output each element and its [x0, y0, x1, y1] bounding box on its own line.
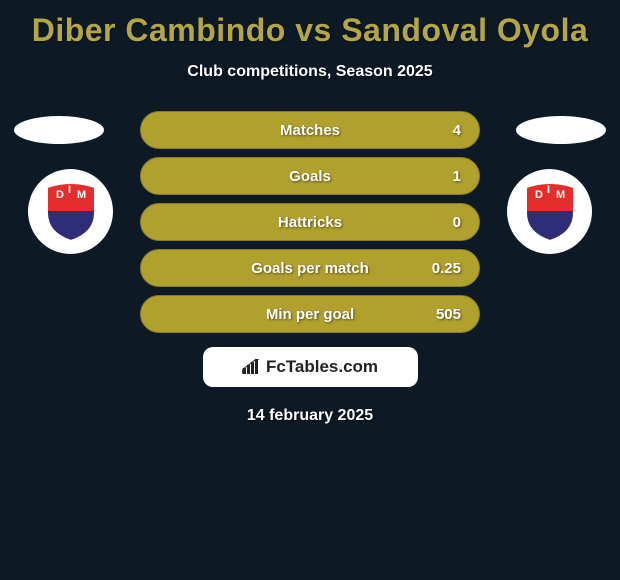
stat-row-matches: Matches 4 — [140, 111, 480, 149]
stat-value: 505 — [436, 306, 461, 323]
svg-text:M: M — [556, 189, 565, 201]
svg-text:D: D — [56, 189, 64, 201]
stat-label: Goals per match — [251, 260, 369, 277]
svg-text:D: D — [535, 189, 543, 201]
player-oval-right — [516, 116, 606, 144]
brand-text: FcTables.com — [266, 357, 378, 377]
team-logo-left: D I M — [28, 169, 113, 254]
stat-row-min-per-goal: Min per goal 505 — [140, 295, 480, 333]
stat-row-goals: Goals 1 — [140, 157, 480, 195]
comparison-title: Diber Cambindo vs Sandoval Oyola — [0, 0, 620, 49]
shield-icon: D I M — [522, 181, 578, 243]
stat-value: 0.25 — [432, 260, 461, 277]
stat-rows: Matches 4 Goals 1 Hattricks 0 Goals per … — [140, 111, 480, 333]
shield-icon: D I M — [43, 181, 99, 243]
stat-label: Min per goal — [266, 306, 354, 323]
stat-row-hattricks: Hattricks 0 — [140, 203, 480, 241]
stat-label: Matches — [280, 122, 340, 139]
svg-text:I: I — [547, 184, 550, 196]
team-logo-right: D I M — [507, 169, 592, 254]
svg-text:M: M — [77, 189, 86, 201]
stat-value: 4 — [453, 122, 461, 139]
stat-value: 1 — [453, 168, 461, 185]
season-subtitle: Club competitions, Season 2025 — [0, 63, 620, 81]
stat-label: Goals — [289, 168, 331, 185]
svg-text:I: I — [68, 184, 71, 196]
stat-label: Hattricks — [278, 214, 342, 231]
stat-value: 0 — [453, 214, 461, 231]
bar-chart-icon — [242, 359, 260, 375]
date-text: 14 february 2025 — [0, 407, 620, 425]
comparison-area: D I M D I M Matches 4 Goals 1 — [0, 111, 620, 425]
brand-badge[interactable]: FcTables.com — [203, 347, 418, 387]
player-oval-left — [14, 116, 104, 144]
stat-row-goals-per-match: Goals per match 0.25 — [140, 249, 480, 287]
